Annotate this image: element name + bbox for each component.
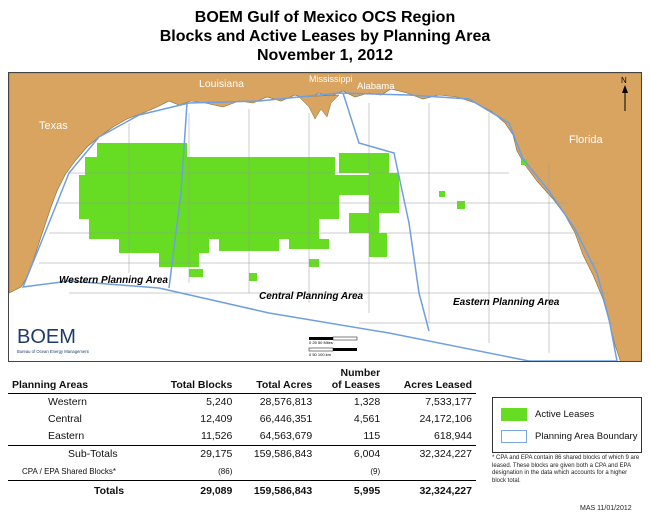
- state-label-louisiana: Louisiana: [199, 78, 244, 90]
- block-grid: [39, 103, 613, 353]
- row-leased: 7,533,177: [425, 396, 472, 408]
- state-label-alabama: Alabama: [357, 81, 395, 92]
- legend-item-boundary: Planning Area Boundary: [501, 430, 637, 443]
- col-header-leases: Number of Leases: [316, 366, 385, 394]
- row-leases: 115: [363, 430, 381, 442]
- subtotal-blocks: 29,175: [152, 445, 237, 463]
- legend-item-active-leases: Active Leases: [501, 408, 594, 421]
- scale-bar: 0 25 50 Miles 0 50 100 km: [308, 336, 358, 357]
- shared-blocks-footnote: * CPA and EPA contain 86 shared blocks o…: [492, 455, 640, 484]
- row-blocks: 12,409: [200, 413, 233, 425]
- state-label-texas: Texas: [39, 120, 68, 132]
- row-blocks: 5,240: [206, 396, 233, 408]
- row-acres: 28,576,813: [259, 396, 313, 408]
- shared-leased: [384, 463, 476, 481]
- legend-label-boundary: Planning Area Boundary: [535, 431, 638, 442]
- title-line-1: BOEM Gulf of Mexico OCS Region: [194, 9, 456, 26]
- svg-text:0 25 50 Miles: 0 25 50 Miles: [309, 340, 333, 345]
- title-line-2: Blocks and Active Leases by Planning Are…: [159, 28, 491, 45]
- subtotal-leased: 32,324,227: [384, 445, 476, 463]
- delta-shape: [298, 94, 340, 120]
- subtotal-leases: 6,004: [316, 445, 385, 463]
- row-leased: 24,172,106: [419, 413, 472, 425]
- legend-swatch-boundary: [501, 430, 527, 443]
- map-legend: Active Leases Planning Area Boundary: [492, 397, 642, 453]
- row-name: Western: [48, 396, 87, 408]
- table-row: Western 5,240 28,576,813 1,328 7,533,177: [8, 394, 476, 412]
- state-label-mississippi: Mississippi: [309, 74, 353, 84]
- svg-text:0 50 100 km: 0 50 100 km: [309, 352, 332, 357]
- legend-swatch-leases: [501, 408, 527, 421]
- boem-logo: BOEM Bureau of Ocean Energy Management: [17, 326, 90, 354]
- table-row: Central 12,409 66,446,351 4,561 24,172,1…: [8, 411, 476, 428]
- shared-name: CPA / EPA Shared Blocks*: [22, 467, 116, 476]
- row-acres: 66,446,351: [259, 413, 313, 425]
- totals-blocks: 29,089: [152, 480, 237, 501]
- row-acres: 64,563,679: [259, 430, 313, 442]
- totals-row: Totals 29,089 159,586,843 5,995 32,324,2…: [8, 480, 476, 501]
- legend-label-leases: Active Leases: [535, 409, 595, 420]
- planning-area-boundaries: [21, 92, 618, 361]
- totals-name: Totals: [8, 480, 153, 501]
- state-label-florida: Florida: [569, 134, 604, 146]
- shared-acres: [236, 463, 316, 481]
- row-leases: 1,328: [353, 396, 381, 408]
- row-leased: 618,944: [434, 430, 472, 442]
- row-blocks: 11,526: [201, 430, 233, 442]
- area-label-eastern: Eastern Planning Area: [453, 297, 560, 308]
- svg-text:N: N: [621, 76, 627, 85]
- shared-blocks-row: CPA / EPA Shared Blocks* (86) (9): [8, 463, 476, 481]
- row-name: Central: [48, 413, 82, 425]
- col-header-area: Planning Areas: [8, 366, 153, 394]
- north-arrow-icon: N: [621, 76, 628, 111]
- subtotal-name: Sub-Totals: [8, 445, 153, 463]
- totals-leased: 32,324,227: [384, 480, 476, 501]
- map-title: BOEM Gulf of Mexico OCS Region Blocks an…: [0, 8, 650, 65]
- gulf-map: Texas Louisiana Mississippi Alabama Flor…: [8, 72, 642, 362]
- svg-text:BOEM: BOEM: [17, 326, 76, 348]
- area-label-central: Central Planning Area: [259, 291, 364, 302]
- row-name: Eastern: [48, 430, 85, 442]
- table-row: Eastern 11,526 64,563,679 115 618,944: [8, 428, 476, 446]
- col-header-blocks: Total Blocks: [152, 366, 237, 394]
- subtotal-acres: 159,586,843: [236, 445, 317, 463]
- totals-acres: 159,586,843: [236, 480, 317, 501]
- row-leases: 4,561: [353, 413, 381, 425]
- active-lease-blocks: [79, 143, 527, 281]
- col-header-leased: Acres Leased: [384, 366, 476, 394]
- table-header-row: Planning Areas Total Blocks Total Acres …: [8, 366, 476, 394]
- area-label-western: Western Planning Area: [59, 275, 168, 286]
- subtotal-row: Sub-Totals 29,175 159,586,843 6,004 32,3…: [8, 445, 476, 463]
- shared-leases: (9): [370, 467, 381, 476]
- svg-text:Bureau of Ocean Energy Managem: Bureau of Ocean Energy Management: [17, 349, 90, 354]
- totals-leases: 5,995: [316, 480, 385, 501]
- col-header-acres: Total Acres: [236, 366, 317, 394]
- lease-statistics-table: Planning Areas Total Blocks Total Acres …: [8, 366, 476, 501]
- title-line-3: November 1, 2012: [256, 47, 394, 64]
- author-date-stamp: MAS 11/01/2012: [580, 505, 632, 512]
- shared-blocks: (86): [218, 467, 233, 476]
